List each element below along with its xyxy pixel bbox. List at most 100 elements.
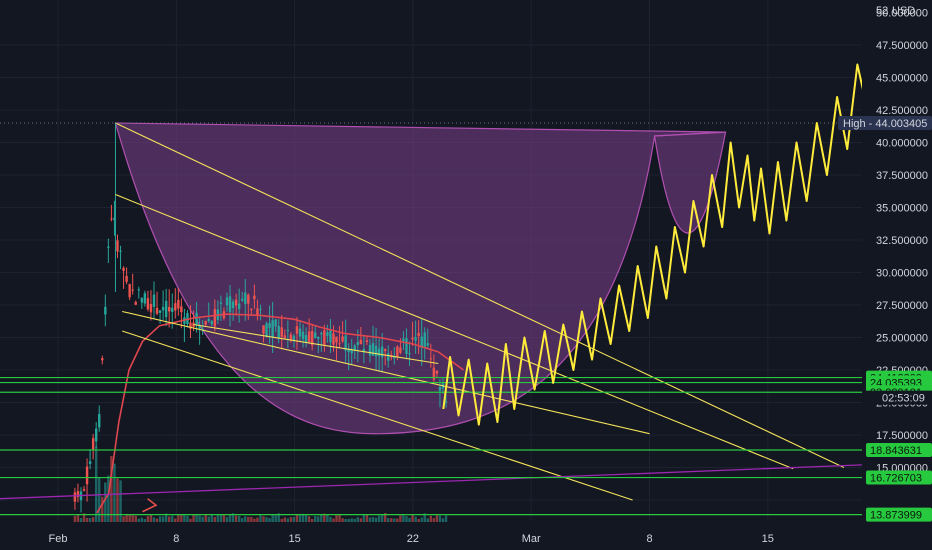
trendlines [0,122,863,513]
volume-bar [441,518,445,522]
candle-body [396,346,399,358]
candle-body [271,320,274,338]
candle-body [286,330,290,332]
candle-body [85,466,89,485]
level-lines [0,376,862,516]
volume-bar [189,518,192,522]
volume-bar [192,514,195,522]
time-axis: Feb 8 15 22 Mar 8 15 [0,522,932,550]
countdown-label: 02:53:09 [882,393,925,405]
candle-body [110,218,113,220]
volume-bar [301,513,305,522]
candle-body [350,349,353,354]
volume-bar [82,513,86,522]
volume-bar [417,518,420,522]
candle-body [131,289,134,291]
volume-bar [149,514,153,522]
level-value-label-bg [866,507,932,522]
volume-bar [323,513,326,522]
cup-area [114,122,726,435]
volume-bar [283,517,286,522]
level-labels: 24.41820924.03539323.28918118.84363116.7… [838,116,932,522]
volume-bar [292,517,296,522]
candle-body [241,298,244,301]
volume-bar [207,516,210,522]
volume-bar [85,517,89,522]
volume-bar [380,514,384,522]
candle-body [344,335,347,351]
candle-body [298,328,302,337]
y-tick-label: 30.000000 [876,268,928,280]
volume-bar [320,514,323,522]
volume-bar [347,518,350,522]
volume-bar [134,515,137,522]
volume-bar [350,518,353,522]
volume-bar [216,515,220,522]
candle-body [107,246,110,248]
volume-bar [222,514,226,522]
candle-body [399,347,402,353]
candles [73,123,448,513]
y-tick-label: 27.500000 [876,300,928,312]
candle-body [335,336,338,343]
volume-bar [164,513,168,522]
candle-body [91,438,95,450]
volume-bar [198,515,201,522]
candle-body [420,336,423,348]
volume-bar [314,516,317,522]
candle-body [301,331,305,340]
volume-bar [137,518,140,522]
volume-bar [213,516,217,522]
candle-body [405,338,408,354]
candle-body [332,333,335,345]
red-arrow-icon [142,498,158,513]
volume-bar [107,475,110,522]
candle-body [426,343,429,346]
volume-bar [307,516,311,522]
volume-bar [298,514,302,522]
volume-bar [286,518,290,522]
volume-bar [186,515,189,522]
volume-bar [152,517,156,522]
candle-body [225,297,229,306]
volume-bar [365,514,369,522]
volume-bar [122,516,125,522]
candle-body [146,298,150,310]
candle-body [347,348,350,352]
level-value-label: 18.843631 [870,445,922,457]
candle-body [320,332,323,335]
candle-body [435,370,439,374]
candle-body [73,492,77,502]
candle-body [289,334,293,341]
candle-body [292,335,296,341]
volume-bar [362,514,366,522]
volume-bar [344,518,347,522]
x-tick-label: 8 [646,533,652,545]
candle-body [268,322,271,328]
candle-body [88,461,92,464]
candle-body [213,309,217,327]
trendline [122,310,650,435]
candle-body [128,284,131,298]
volume-bar [195,514,198,522]
candle-body [250,309,253,311]
volume-bar [253,518,256,522]
candle-body [219,302,223,304]
volume-bar [91,517,95,522]
candle-body [417,333,420,337]
volume-bar [146,516,150,522]
volume-bar [250,516,253,522]
candle-body [113,217,116,221]
volume-bar [280,518,283,522]
volume-bar [101,496,104,522]
volume-bar [94,446,98,522]
candle-body [247,294,250,304]
candle-body [143,293,147,304]
candle-body [262,325,265,334]
volume-bar [271,514,274,522]
candle-body [383,349,387,352]
candle-body [280,327,283,337]
candle-body [158,310,162,313]
